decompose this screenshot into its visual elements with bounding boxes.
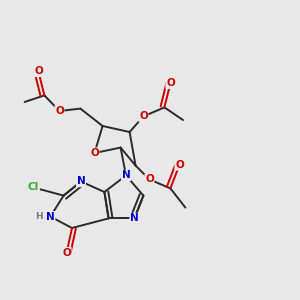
- Text: O: O: [175, 160, 184, 170]
- Text: H: H: [35, 212, 43, 221]
- Text: O: O: [90, 148, 99, 158]
- Text: O: O: [55, 106, 64, 116]
- Text: O: O: [166, 78, 175, 88]
- Text: N: N: [130, 213, 139, 224]
- Text: Cl: Cl: [28, 182, 39, 193]
- Text: O: O: [62, 248, 71, 258]
- Text: N: N: [46, 212, 55, 222]
- Text: O: O: [145, 174, 154, 184]
- Text: N: N: [122, 170, 130, 181]
- Text: O: O: [34, 66, 43, 76]
- Text: N: N: [76, 176, 85, 187]
- Text: O: O: [139, 111, 148, 122]
